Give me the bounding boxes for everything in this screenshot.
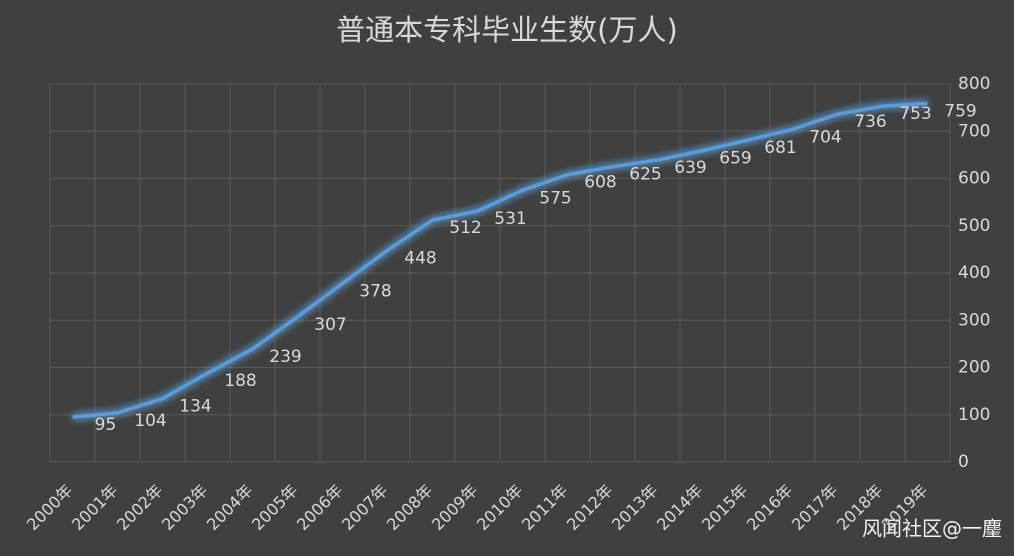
data-label: 512 [449, 218, 481, 238]
data-label: 736 [854, 112, 886, 132]
y-tick-label: 500 [958, 216, 990, 236]
data-label: 608 [584, 173, 616, 193]
data-label: 639 [674, 158, 706, 178]
y-tick-label: 700 [958, 121, 990, 141]
y-tick-label: 600 [958, 169, 990, 189]
data-label: 239 [269, 347, 301, 367]
data-label: 448 [404, 248, 436, 268]
data-label: 104 [134, 411, 166, 431]
y-tick-label: 400 [958, 263, 990, 283]
data-label: 378 [359, 281, 391, 301]
data-label: 134 [179, 397, 211, 417]
data-label: 759 [944, 101, 976, 121]
watermark: 风闻社区@一麈 [862, 517, 1002, 541]
y-tick-label: 200 [958, 358, 990, 378]
data-label: 188 [224, 371, 256, 391]
data-label: 625 [629, 165, 661, 185]
y-tick-label: 100 [958, 405, 990, 425]
data-label: 531 [494, 209, 526, 229]
data-label: 681 [764, 138, 796, 158]
data-label: 753 [899, 104, 931, 124]
y-tick-label: 800 [958, 74, 990, 94]
data-label: 307 [314, 315, 346, 335]
data-label: 575 [539, 188, 571, 208]
data-label: 659 [719, 149, 751, 169]
data-label: 95 [95, 415, 117, 435]
y-tick-label: 300 [958, 310, 990, 330]
chart-title: 普通本专科毕业生数(万人) [336, 13, 678, 47]
data-line [72, 101, 928, 419]
data-label: 704 [809, 127, 841, 147]
y-tick-label: 0 [958, 452, 969, 472]
